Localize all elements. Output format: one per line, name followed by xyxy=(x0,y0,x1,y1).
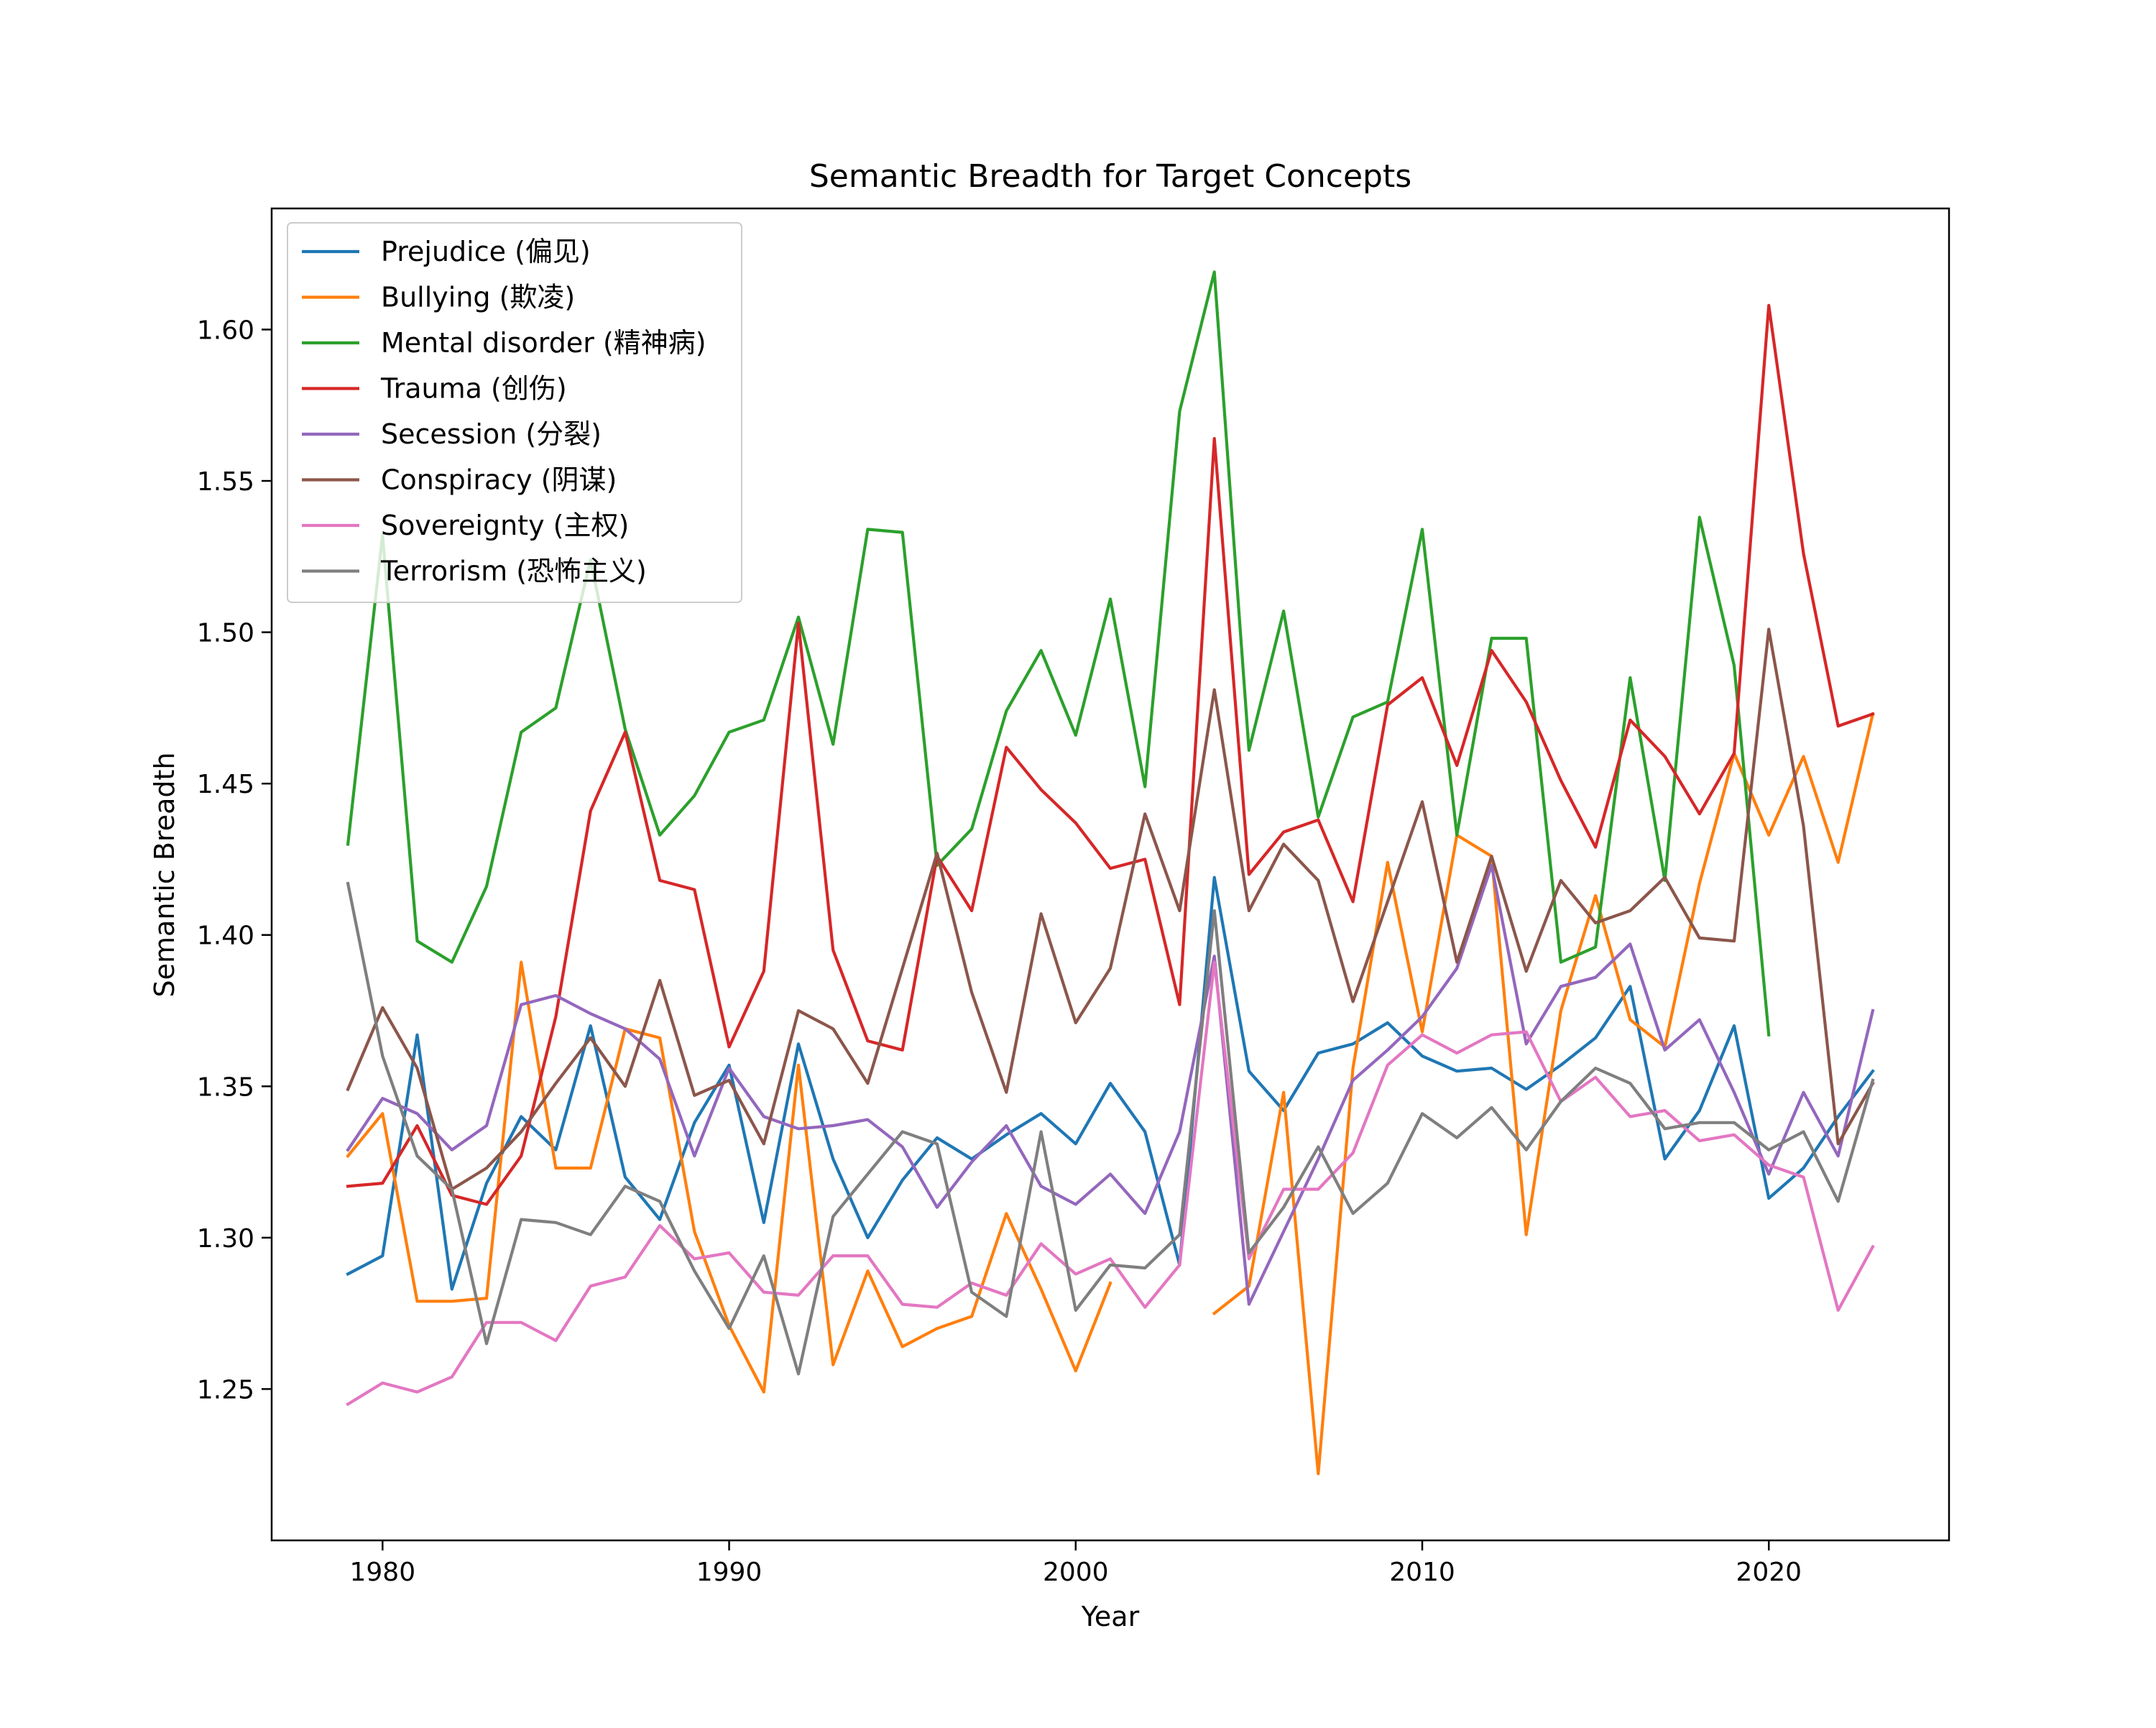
x-tick-label: 1980 xyxy=(350,1558,416,1587)
x-axis-label: Year xyxy=(1081,1601,1140,1632)
series-line-7 xyxy=(346,881,1875,1376)
series-line-5 xyxy=(346,628,1875,1191)
legend-label: Mental disorder (精神病) xyxy=(381,327,706,359)
x-tick-label: 1990 xyxy=(696,1558,763,1587)
legend-label: Conspiracy (阴谋) xyxy=(381,464,617,496)
legend-box xyxy=(287,222,742,603)
legend-label: Terrorism (恐怖主义) xyxy=(380,556,647,587)
x-tick-label: 2000 xyxy=(1043,1558,1109,1587)
y-tick-label: 1.60 xyxy=(197,316,254,345)
x-tick-label: 2010 xyxy=(1389,1558,1455,1587)
legend-label: Bullying (欺凌) xyxy=(381,282,575,313)
y-tick-label: 1.45 xyxy=(197,770,254,799)
axes-frame xyxy=(270,207,1950,1542)
legend-label: Secession (分裂) xyxy=(381,418,602,450)
y-tick-label: 1.35 xyxy=(197,1072,254,1102)
series-line-6 xyxy=(346,960,1875,1407)
legend-label: Prejudice (偏见) xyxy=(381,236,591,267)
series-line-0 xyxy=(346,876,1875,1291)
legend-label: Sovereignty (主权) xyxy=(381,510,629,541)
y-axis-label: Semantic Breadth xyxy=(149,753,180,998)
y-tick-label: 1.50 xyxy=(197,619,254,648)
series-line-4 xyxy=(346,863,1875,1306)
legend-label: Trauma (创伤) xyxy=(380,373,567,405)
series-line-3 xyxy=(346,303,1875,1206)
plot-area: 1980 1990 2000 2010 2020 1.25 1.30 1.35 1.40 1.45… xyxy=(197,207,1950,1587)
y-tick-label: 1.55 xyxy=(197,467,254,497)
y-tick-label: 1.30 xyxy=(197,1224,254,1254)
y-tick-label: 1.25 xyxy=(197,1375,254,1405)
x-tick-label: 2020 xyxy=(1736,1558,1802,1587)
y-tick-label: 1.40 xyxy=(197,922,254,951)
chart-title: Semantic Breadth for Target Concepts xyxy=(809,158,1411,195)
